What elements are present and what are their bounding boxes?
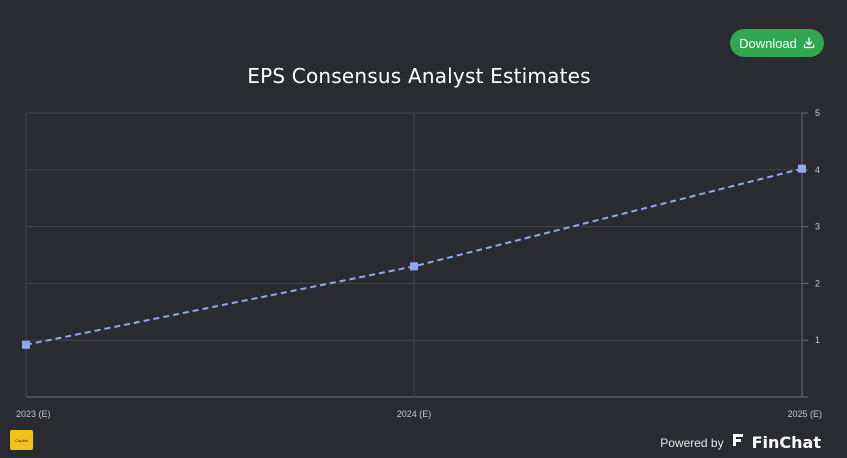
y-tick-label: 1 bbox=[815, 335, 820, 345]
download-icon bbox=[803, 37, 815, 49]
company-logo: Capital bbox=[10, 430, 33, 450]
company-logo-text: Capital bbox=[15, 437, 28, 443]
x-tick-label: 2025 (E) bbox=[787, 409, 822, 419]
x-tick-label: 2023 (E) bbox=[16, 409, 51, 419]
axes bbox=[801, 112, 808, 398]
brand-name: FinChat bbox=[751, 433, 821, 452]
data-point bbox=[22, 340, 30, 349]
y-tick-label: 5 bbox=[815, 108, 820, 118]
finchat-logo-icon bbox=[730, 432, 746, 453]
grid-lines bbox=[25, 112, 803, 398]
series-layer bbox=[22, 164, 806, 349]
chart-title: EPS Consensus Analyst Estimates bbox=[247, 64, 591, 88]
download-button[interactable]: Download bbox=[730, 29, 824, 57]
download-label: Download bbox=[739, 35, 797, 51]
powered-by[interactable]: Powered by FinChat bbox=[660, 432, 821, 453]
data-point bbox=[410, 262, 418, 271]
y-tick-label: 3 bbox=[815, 222, 820, 232]
data-point bbox=[798, 164, 806, 173]
powered-by-label: Powered by bbox=[660, 435, 724, 450]
y-tick-label: 4 bbox=[815, 165, 820, 175]
tick-labels: 1 2 3 4 5 2023 (E) 2024 (E) 2025 (E) bbox=[16, 108, 822, 419]
y-tick-label: 2 bbox=[815, 278, 820, 288]
x-tick-label: 2024 (E) bbox=[397, 409, 432, 419]
